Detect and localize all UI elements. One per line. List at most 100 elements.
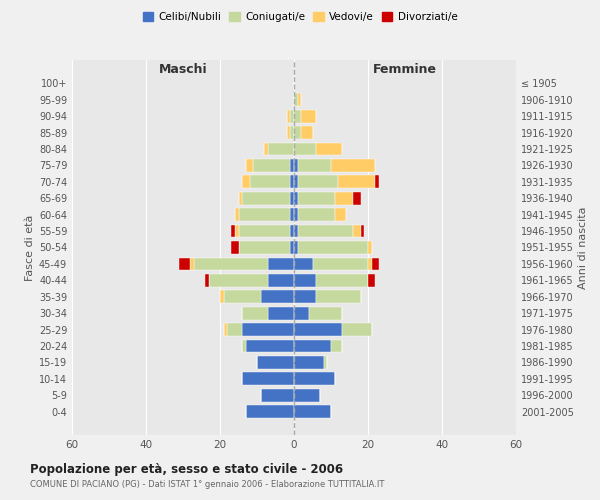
Bar [294, 176, 298, 188]
Bar [353, 224, 361, 237]
Bar [190, 258, 194, 270]
Bar [287, 110, 290, 122]
Bar [242, 340, 246, 352]
Bar [313, 258, 368, 270]
Bar [290, 159, 294, 172]
Bar [372, 258, 379, 270]
Bar [294, 274, 316, 286]
Bar [331, 159, 376, 172]
Bar [301, 126, 313, 139]
Bar [368, 274, 376, 286]
Bar [290, 241, 294, 254]
Bar [342, 323, 372, 336]
Bar [220, 290, 224, 303]
Bar [290, 208, 294, 221]
Bar [224, 323, 227, 336]
Bar [294, 372, 335, 385]
Bar [239, 208, 290, 221]
Bar [235, 208, 239, 221]
Bar [353, 192, 361, 204]
Bar [294, 290, 316, 303]
Bar [290, 176, 294, 188]
Bar [361, 224, 364, 237]
Text: Maschi: Maschi [158, 63, 208, 76]
Bar [235, 224, 239, 237]
Bar [298, 208, 335, 221]
Bar [290, 126, 294, 139]
Bar [294, 208, 298, 221]
Bar [250, 176, 290, 188]
Y-axis label: Fasce di età: Fasce di età [25, 214, 35, 280]
Bar [209, 274, 268, 286]
Bar [268, 306, 294, 320]
Bar [298, 176, 338, 188]
Bar [257, 356, 294, 368]
Bar [316, 290, 361, 303]
Bar [268, 274, 294, 286]
Bar [298, 192, 335, 204]
Bar [316, 274, 368, 286]
Bar [298, 241, 368, 254]
Bar [301, 110, 316, 122]
Bar [246, 159, 253, 172]
Bar [331, 340, 342, 352]
Bar [294, 159, 298, 172]
Bar [368, 258, 372, 270]
Bar [268, 142, 294, 156]
Bar [294, 258, 313, 270]
Bar [260, 290, 294, 303]
Bar [231, 241, 239, 254]
Bar [294, 306, 309, 320]
Bar [205, 274, 209, 286]
Bar [268, 258, 294, 270]
Bar [309, 306, 342, 320]
Bar [260, 389, 294, 402]
Bar [231, 224, 235, 237]
Bar [290, 224, 294, 237]
Bar [242, 176, 250, 188]
Bar [287, 126, 290, 139]
Text: Femmine: Femmine [373, 63, 437, 76]
Bar [290, 110, 294, 122]
Bar [239, 241, 290, 254]
Text: Popolazione per età, sesso e stato civile - 2006: Popolazione per età, sesso e stato civil… [30, 462, 343, 475]
Bar [224, 290, 260, 303]
Bar [335, 192, 353, 204]
Bar [294, 224, 298, 237]
Bar [294, 192, 298, 204]
Bar [298, 94, 301, 106]
Bar [294, 94, 298, 106]
Bar [246, 405, 294, 418]
Bar [242, 306, 268, 320]
Bar [338, 176, 376, 188]
Bar [294, 340, 331, 352]
Bar [294, 405, 331, 418]
Bar [294, 142, 316, 156]
Text: COMUNE DI PACIANO (PG) - Dati ISTAT 1° gennaio 2006 - Elaborazione TUTTITALIA.IT: COMUNE DI PACIANO (PG) - Dati ISTAT 1° g… [30, 480, 385, 489]
Bar [368, 241, 372, 254]
Y-axis label: Anni di nascita: Anni di nascita [578, 206, 588, 289]
Bar [239, 192, 242, 204]
Bar [298, 224, 353, 237]
Bar [239, 224, 290, 237]
Bar [294, 356, 323, 368]
Legend: Celibi/Nubili, Coniugati/e, Vedovi/e, Divorziati/e: Celibi/Nubili, Coniugati/e, Vedovi/e, Di… [139, 8, 461, 26]
Bar [316, 142, 342, 156]
Bar [294, 323, 342, 336]
Bar [335, 208, 346, 221]
Bar [242, 323, 294, 336]
Bar [290, 192, 294, 204]
Bar [294, 126, 301, 139]
Bar [323, 356, 328, 368]
Bar [179, 258, 190, 270]
Bar [294, 241, 298, 254]
Bar [294, 110, 301, 122]
Bar [242, 192, 290, 204]
Bar [298, 159, 331, 172]
Bar [227, 323, 242, 336]
Bar [242, 372, 294, 385]
Bar [246, 340, 294, 352]
Bar [294, 389, 320, 402]
Bar [253, 159, 290, 172]
Bar [265, 142, 268, 156]
